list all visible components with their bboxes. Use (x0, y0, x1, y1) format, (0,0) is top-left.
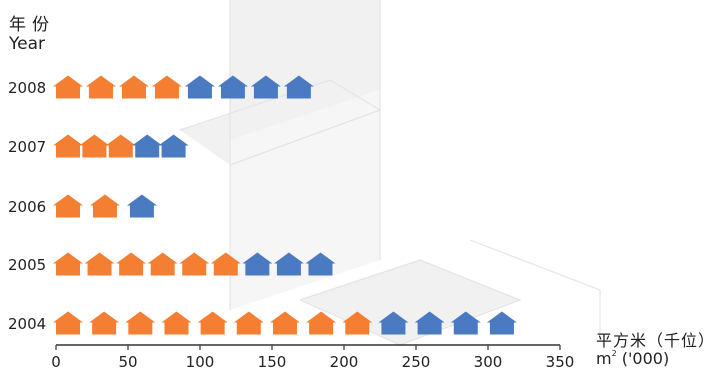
bar-2008 (53, 75, 314, 99)
house-icon (233, 311, 264, 335)
house-icon (89, 311, 120, 335)
house-icon (414, 311, 445, 335)
y-category-label: 2008 (8, 79, 46, 97)
house-icon (147, 252, 178, 276)
bar-2004 (53, 311, 517, 335)
house-icon (158, 134, 189, 158)
y-category-label: 2005 (8, 256, 46, 274)
house-icon (79, 134, 110, 158)
y-axis-label-chinese: 年份 (9, 15, 55, 35)
x-tick-label: 200 (330, 353, 359, 370)
x-axis-label-english: m2 ('000) (596, 349, 669, 368)
house-icon (250, 75, 281, 99)
bar-2006 (53, 194, 157, 218)
x-axis-unit-superscript: 2 (611, 349, 617, 358)
x-tick-label: 350 (546, 353, 575, 370)
house-icon (53, 134, 83, 158)
x-tick-label: 0 (51, 353, 61, 370)
house-icon (242, 252, 273, 276)
house-icon (450, 311, 481, 335)
house-icon (486, 311, 517, 335)
house-icon (84, 252, 115, 276)
x-tick-label: 300 (474, 353, 503, 370)
bar-2007 (53, 134, 189, 158)
house-icon (210, 252, 241, 276)
house-icon (132, 134, 163, 158)
house-icon (53, 252, 83, 276)
x-tick-label: 50 (118, 353, 137, 370)
house-icon (269, 311, 300, 335)
house-icon (151, 75, 182, 99)
house-icon (118, 75, 149, 99)
x-tick-label: 250 (402, 353, 431, 370)
house-icon (217, 75, 248, 99)
house-icon (126, 194, 157, 218)
x-axis-unit: m (596, 349, 612, 368)
bar-2005 (53, 252, 336, 276)
house-icon (342, 311, 373, 335)
house-icon (179, 252, 210, 276)
x-tick-label: 100 (186, 353, 215, 370)
y-category-label: 2007 (8, 138, 46, 156)
x-axis-label-chinese: 平方米（千位） (596, 331, 710, 350)
house-icon (53, 75, 83, 99)
house-icon (53, 194, 83, 218)
x-axis-unit-suffix: ('000) (616, 349, 670, 368)
house-icon (161, 311, 192, 335)
house-icon (105, 134, 136, 158)
x-tick-label: 150 (258, 353, 287, 370)
house-icon (89, 194, 120, 218)
y-category-label: 2004 (8, 315, 46, 333)
house-icon (378, 311, 409, 335)
house-icon (184, 75, 215, 99)
house-icon (125, 311, 156, 335)
house-icon (197, 311, 228, 335)
house-icon (273, 252, 304, 276)
house-icon (305, 252, 336, 276)
house-icon (53, 311, 83, 335)
house-icon (85, 75, 116, 99)
house-icon (283, 75, 314, 99)
house-icon (306, 311, 337, 335)
house-icon (116, 252, 147, 276)
y-axis-label-english: Year (9, 34, 45, 54)
y-category-label: 2006 (8, 198, 46, 216)
